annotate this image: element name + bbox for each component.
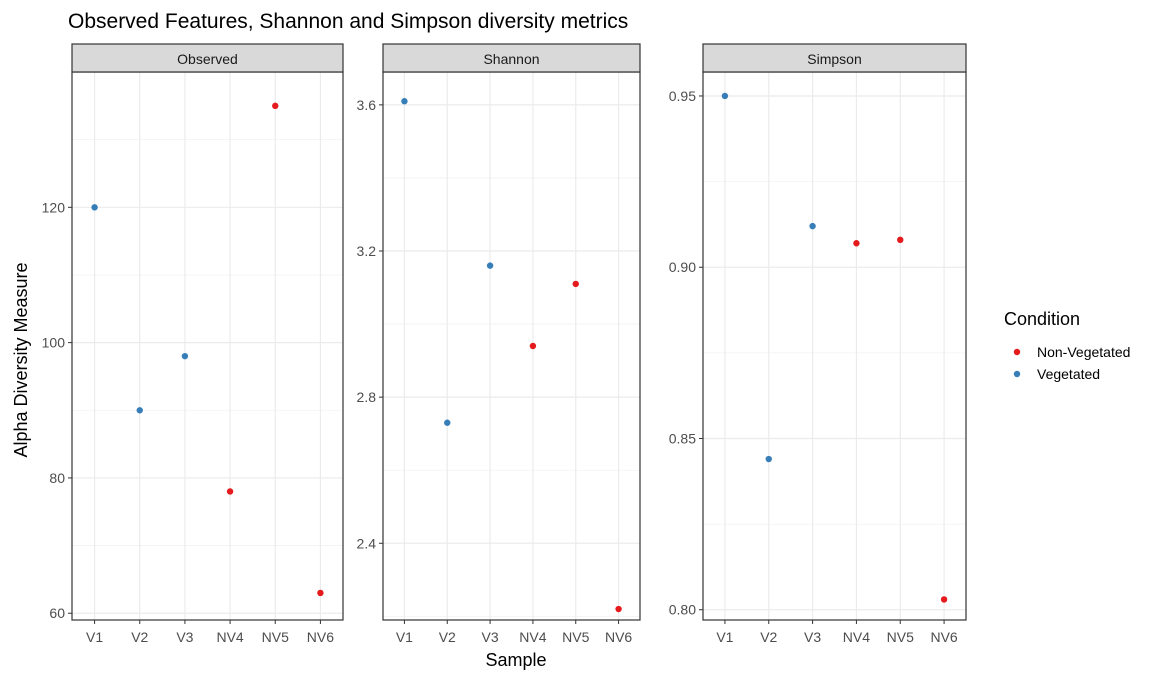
x-tick-label: NV4 (519, 629, 546, 645)
x-tick-label: V1 (396, 629, 413, 645)
panel-background (72, 72, 343, 620)
data-point (615, 605, 622, 613)
legend-title: Condition (1004, 309, 1080, 329)
x-tick-label: NV6 (930, 629, 957, 645)
data-point (897, 236, 904, 244)
data-point (853, 240, 860, 247)
x-tick-label: V3 (176, 629, 193, 645)
panel-background (703, 72, 966, 620)
data-point (226, 488, 234, 495)
y-tick-label: 0.95 (669, 88, 696, 104)
data-point (136, 407, 143, 414)
facet-panels: 60 80 100 120 V1 V2 V3 NV4 NV5 NV6 Observed 2.4 2.8 3… (42, 43, 967, 645)
legend-key-non-vegetated (1013, 348, 1021, 356)
y-tick-label: 0.85 (669, 430, 696, 446)
data-point (940, 596, 948, 603)
x-tick-label: V2 (760, 629, 777, 645)
legend-key-vegetated (1013, 370, 1021, 378)
panel-shannon: 2.4 2.8 3.2 3.6 V1 V2 V3 NV4 NV5 NV6 Shannon (357, 43, 641, 645)
data-point (181, 352, 189, 360)
panel-observed: 60 80 100 120 V1 V2 V3 NV4 NV5 NV6 Observed (42, 43, 344, 645)
x-tick-label: NV6 (605, 629, 632, 645)
data-point (765, 455, 772, 463)
x-tick-label: NV4 (216, 629, 243, 645)
y-tick-label: 80 (49, 470, 65, 486)
y-tick-label: 120 (42, 199, 66, 215)
x-tick-label: NV5 (887, 629, 914, 645)
data-point (317, 589, 324, 597)
strip-label-observed: Observed (177, 51, 238, 67)
y-tick-label: 2.4 (357, 535, 377, 551)
x-tick-label: V2 (131, 629, 148, 645)
x-tick-label: V1 (716, 629, 733, 645)
x-axis-title: Sample (485, 650, 546, 670)
chart-title: Observed Features, Shannon and Simpson d… (68, 10, 628, 33)
x-tick-label: NV6 (307, 629, 334, 645)
x-tick-label: V1 (86, 629, 103, 645)
y-tick-label: 100 (42, 335, 66, 351)
legend: Condition Non-Vegetated Vegetated (1004, 309, 1130, 382)
data-point (401, 98, 408, 105)
data-point (809, 222, 816, 230)
y-tick-label: 0.90 (669, 259, 696, 275)
data-point (721, 92, 729, 100)
y-tick-label: 3.2 (357, 243, 377, 259)
panel-simpson: 0.80 0.85 0.90 0.95 V1 V2 V3 NV4 NV5 NV6 Simpson (669, 43, 967, 645)
data-point (529, 342, 537, 350)
data-point (272, 102, 279, 110)
legend-label: Non-Vegetated (1037, 344, 1130, 360)
x-tick-label: V3 (482, 629, 499, 645)
y-tick-label: 60 (49, 605, 65, 621)
data-point (486, 262, 494, 269)
x-tick-label: NV5 (262, 629, 289, 645)
strip-label-simpson: Simpson (807, 51, 861, 67)
strip-label-shannon: Shannon (483, 51, 539, 67)
strip-header (702, 43, 967, 73)
data-point (91, 204, 98, 211)
y-axis-title: Alpha Diversity Measure (11, 262, 31, 457)
data-point (572, 280, 579, 288)
x-tick-label: V3 (804, 629, 821, 645)
y-tick-label: 0.80 (669, 602, 696, 618)
x-tick-label: V2 (439, 629, 456, 645)
strip-header (382, 43, 641, 73)
y-tick-label: 2.8 (357, 389, 377, 405)
legend-label: Vegetated (1037, 366, 1100, 382)
strip-header (71, 43, 344, 73)
y-tick-label: 3.6 (357, 97, 377, 113)
panel-background (383, 72, 640, 620)
x-tick-label: NV5 (562, 629, 589, 645)
data-point (444, 419, 451, 426)
x-tick-label: NV4 (843, 629, 870, 645)
